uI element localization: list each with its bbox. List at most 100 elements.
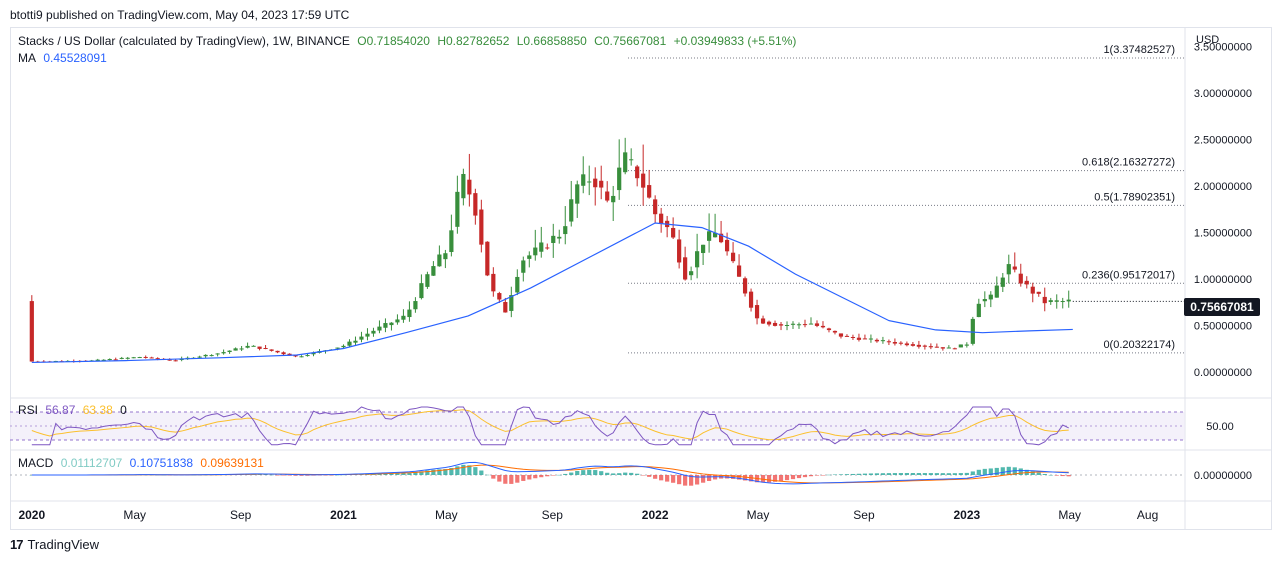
macd-hist-bar <box>581 470 586 475</box>
candle-body <box>431 266 436 276</box>
candle-body <box>233 348 238 351</box>
candle-body <box>227 350 232 353</box>
macd-hist-bar <box>395 472 400 475</box>
publish-info: btotti9 published on TradingView.com, Ma… <box>10 8 350 22</box>
candle-body <box>503 302 508 313</box>
candle-body <box>587 181 592 183</box>
ma-label: MA <box>18 51 36 65</box>
candle-body <box>455 191 460 227</box>
macd-hist-bar <box>964 472 969 475</box>
candle-body <box>766 321 772 325</box>
chart-frame <box>10 27 1272 530</box>
macd-hist-bar <box>1018 468 1023 475</box>
candle-body <box>952 348 957 350</box>
candle-body <box>461 173 466 199</box>
macd-hist-bar <box>593 470 598 475</box>
candles-group <box>29 137 1071 363</box>
candle-body <box>107 359 112 361</box>
x-tick-label: 2020 <box>18 508 45 522</box>
macd-hist-bar <box>820 475 826 476</box>
macd-hist-bar <box>886 473 892 475</box>
candle-body <box>509 295 514 311</box>
macd-hist-bar <box>1066 475 1071 477</box>
candle-body <box>874 339 880 342</box>
ma-value: 0.45528091 <box>43 51 107 65</box>
candle-body <box>671 227 676 238</box>
macd-signal-value: 0.09639131 <box>200 456 264 470</box>
macd-hist-bar <box>928 473 933 475</box>
macd-hist-bar <box>790 475 796 480</box>
fib-level-label: 0(0.20322174) <box>1103 339 1175 351</box>
candle-body <box>497 293 502 300</box>
macd-hist-bar <box>527 475 532 480</box>
macd-hist-bar <box>287 475 292 476</box>
x-tick-label: May <box>747 508 770 522</box>
macd-hist-bar <box>311 475 316 476</box>
candle-body <box>521 260 526 273</box>
macd-hist-bar <box>305 475 310 476</box>
ohlc-high: H0.82782652 <box>437 34 510 48</box>
macd-hist-bar <box>299 475 304 476</box>
x-tick-label: Sep <box>853 508 875 522</box>
candle-body <box>575 184 580 204</box>
x-tick-label: May <box>435 508 458 522</box>
macd-hist-bar <box>1042 474 1047 475</box>
candle-body <box>611 195 616 203</box>
candle-body <box>155 358 160 360</box>
macd-hist-bar <box>263 474 268 476</box>
macd-hist-bar <box>1000 467 1005 475</box>
ohlc-open: O0.71854020 <box>357 34 430 48</box>
fib-level-label: 0.5(1.78902351) <box>1094 191 1175 203</box>
candle-body <box>275 350 280 353</box>
candle-body <box>389 322 394 326</box>
candle-body <box>251 345 256 347</box>
macd-hist-bar <box>551 475 556 476</box>
candle-body <box>383 323 388 328</box>
rsi-label: RSI <box>18 403 39 417</box>
candle-body <box>988 294 993 300</box>
rsi-tick-label: 50.00 <box>1206 421 1234 433</box>
macd-hist-bar <box>850 473 856 475</box>
macd-hist-value: 0.01112707 <box>60 456 123 470</box>
candle-body <box>119 357 124 359</box>
candle-body <box>281 352 286 355</box>
candle-body <box>239 348 244 350</box>
macd-hist-bar <box>701 475 706 483</box>
candle-body <box>904 343 909 346</box>
candle-body <box>701 244 706 254</box>
fib-level-label: 1(3.37482527) <box>1103 44 1175 56</box>
macd-line <box>31 461 1069 485</box>
candle-body <box>605 191 610 201</box>
candle-body <box>341 345 346 348</box>
candle-body <box>473 193 478 216</box>
macd-hist-bar <box>736 475 742 480</box>
candle-body <box>101 359 106 361</box>
x-tick-label: 2023 <box>953 508 980 522</box>
tradingview-logo-icon: 17 <box>10 537 24 552</box>
candle-body <box>754 305 760 319</box>
macd-hist-bar <box>647 475 652 477</box>
candle-body <box>820 325 826 328</box>
candle-body <box>916 344 921 347</box>
candle-body <box>485 241 490 276</box>
candle-body <box>629 159 634 161</box>
x-tick-label: May <box>123 508 146 522</box>
candle-body <box>958 344 963 348</box>
macd-hist-bar <box>281 475 286 476</box>
candle-body <box>491 273 496 292</box>
y-tick-label: 1.50000000 <box>1194 227 1252 239</box>
macd-hist-bar <box>335 474 340 476</box>
candle-body <box>305 355 310 357</box>
macd-hist-bar <box>1060 475 1065 477</box>
rsi-line <box>31 406 1069 446</box>
x-tick-label: May <box>1058 508 1081 522</box>
candle-body <box>581 174 586 186</box>
candle-body <box>964 344 969 346</box>
candle-body <box>683 257 688 280</box>
macd-hist-bar <box>569 472 574 475</box>
macd-hist-bar <box>533 475 538 479</box>
candle-body <box>113 359 118 361</box>
macd-hist-bar <box>269 474 274 476</box>
macd-hist-bar <box>467 465 472 475</box>
